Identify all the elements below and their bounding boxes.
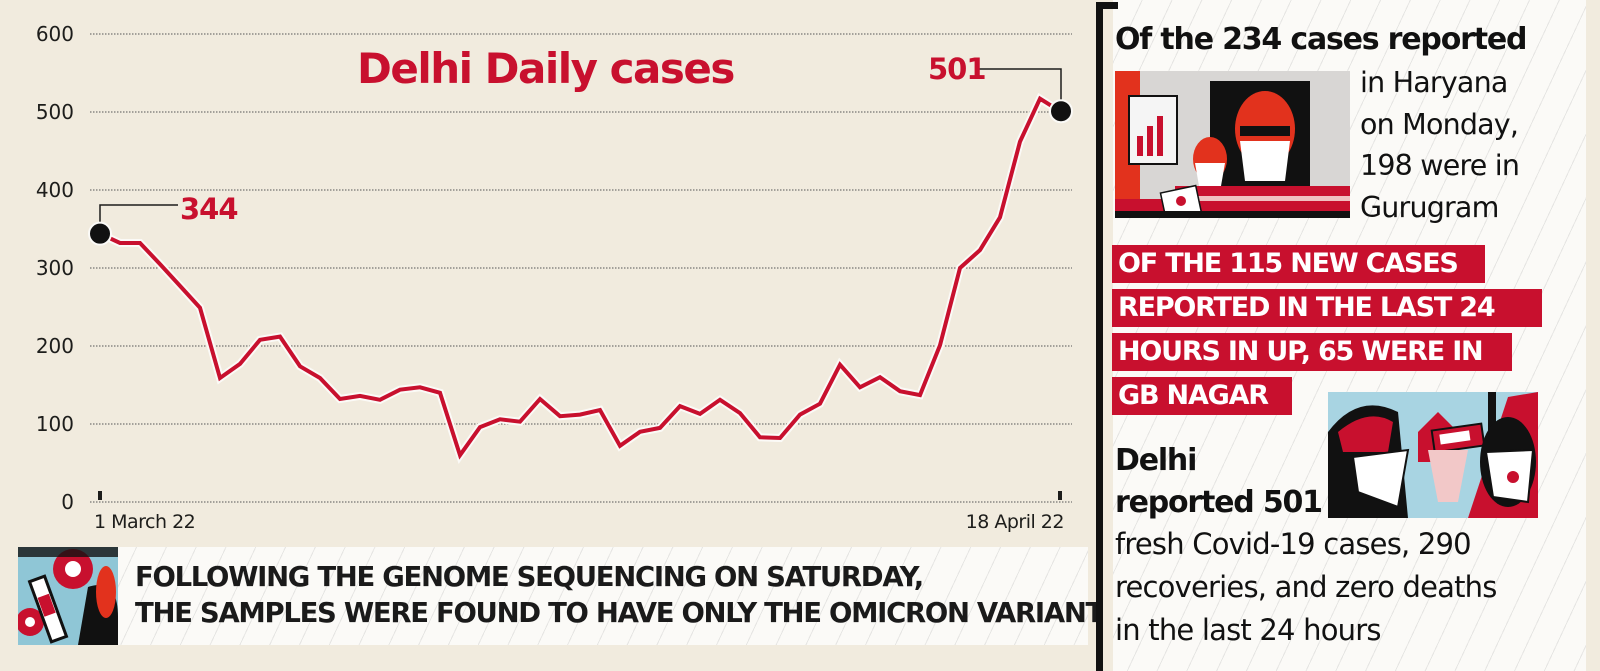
up-line-3: HOURS IN UP, 65 WERE IN xyxy=(1112,333,1512,371)
chart-gridlines xyxy=(90,33,1072,503)
banner-line-1: FOLLOWING THE GENOME SEQUENCING ON SATUR… xyxy=(135,561,924,593)
haryana-line-3: 198 were in xyxy=(1360,149,1520,182)
series-line xyxy=(99,95,1062,460)
start-value-label: 344 xyxy=(180,192,239,226)
delhi-heading: Delhi reported 501 xyxy=(1115,440,1323,524)
chart-title: Delhi Daily cases xyxy=(357,44,735,93)
up-line-1: OF THE 115 NEW CASES xyxy=(1112,245,1485,283)
y-tick-label: 500 xyxy=(36,100,74,124)
delhi-body: fresh Covid-19 cases, 290 recoveries, an… xyxy=(1115,523,1497,652)
haryana-heading: Of the 234 cases reported xyxy=(1115,22,1527,57)
up-line-4: GB NAGAR xyxy=(1112,377,1292,415)
banner-text: FOLLOWING THE GENOME SEQUENCING ON SATUR… xyxy=(135,559,1104,631)
y-tick-label: 300 xyxy=(36,256,74,280)
panel-border-cap xyxy=(1096,2,1118,9)
haryana-line-2: on Monday, xyxy=(1360,107,1519,141)
end-value-label: 501 xyxy=(928,52,987,86)
y-tick-label: 200 xyxy=(36,334,74,358)
masked-officials-press-illustration-icon xyxy=(1115,71,1350,218)
end-point-marker xyxy=(1049,99,1073,124)
x-label-start: 1 March 22 xyxy=(94,511,195,533)
up-line-2: REPORTED IN THE LAST 24 xyxy=(1112,289,1542,327)
thermal-screening-illustration-icon xyxy=(1328,392,1538,518)
x-tick-end xyxy=(1058,491,1062,500)
delhi-line-1: fresh Covid-19 cases, 290 xyxy=(1115,527,1472,561)
delhi-line-3: in the last 24 hours xyxy=(1115,613,1381,647)
banner-line-2: THE SAMPLES WERE FOUND TO HAVE ONLY THE … xyxy=(135,597,1104,629)
start-point-marker xyxy=(88,221,112,246)
line-chart: 0 100 200 300 400 500 600 1 March 22 18 April … xyxy=(36,22,1073,533)
y-tick-label: 0 xyxy=(61,490,74,514)
x-tick-start xyxy=(98,491,102,500)
delhi-heading-line-2: reported 501 xyxy=(1115,485,1323,520)
series-line-outline xyxy=(98,92,1063,465)
haryana-line-4: Gurugram xyxy=(1360,190,1499,224)
y-tick-label: 600 xyxy=(36,22,74,46)
haryana-line-1: in Haryana xyxy=(1360,66,1508,99)
virus-vaccine-illustration-icon xyxy=(18,547,118,645)
delhi-line-2: recoveries, and zero deaths xyxy=(1115,570,1497,604)
start-leader-line xyxy=(99,204,178,226)
end-leader-line xyxy=(978,68,1062,100)
y-tick-label: 100 xyxy=(36,412,74,436)
y-tick-label: 400 xyxy=(36,178,74,202)
delhi-heading-line-1: Delhi xyxy=(1115,443,1197,478)
y-axis-labels: 0 100 200 300 400 500 600 xyxy=(36,22,74,514)
x-axis: 1 March 22 18 April 22 xyxy=(94,491,1065,533)
haryana-body: in Haryana on Monday, 198 were in Gurugr… xyxy=(1360,62,1520,228)
panel-border xyxy=(1096,2,1103,671)
omicron-banner: FOLLOWING THE GENOME SEQUENCING ON SATUR… xyxy=(18,547,1104,645)
x-label-end: 18 April 22 xyxy=(966,511,1064,533)
